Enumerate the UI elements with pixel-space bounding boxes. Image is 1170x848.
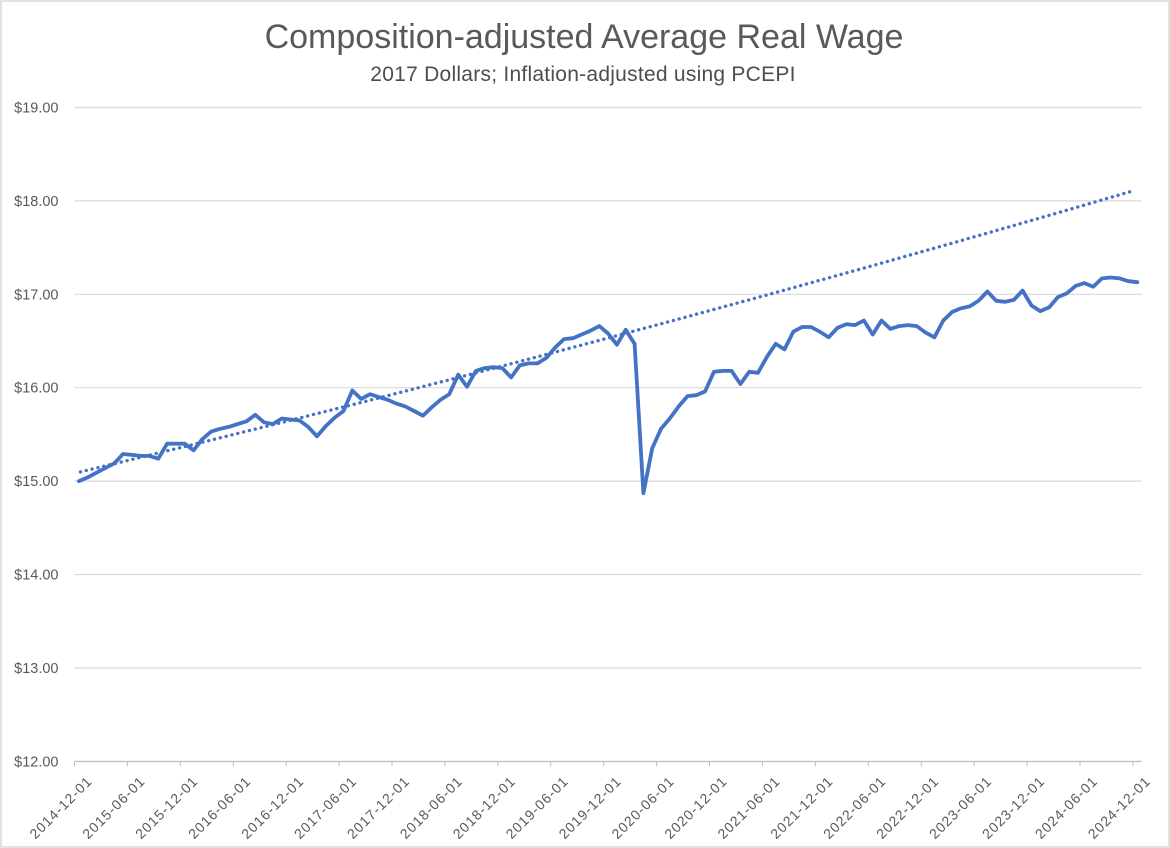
svg-text:Composition-adjusted Average R: Composition-adjusted Average Real Wage (265, 18, 904, 56)
svg-text:2017 Dollars; Inflation-adjust: 2017 Dollars; Inflation-adjusted using P… (370, 63, 795, 86)
svg-text:$12.00: $12.00 (14, 754, 58, 770)
svg-text:$15.00: $15.00 (14, 474, 58, 490)
svg-text:$14.00: $14.00 (14, 568, 58, 584)
svg-text:$18.00: $18.00 (14, 194, 58, 210)
svg-text:$16.00: $16.00 (14, 381, 58, 397)
svg-text:$19.00: $19.00 (14, 101, 58, 117)
svg-text:$17.00: $17.00 (14, 287, 58, 303)
svg-text:$13.00: $13.00 (14, 661, 58, 677)
